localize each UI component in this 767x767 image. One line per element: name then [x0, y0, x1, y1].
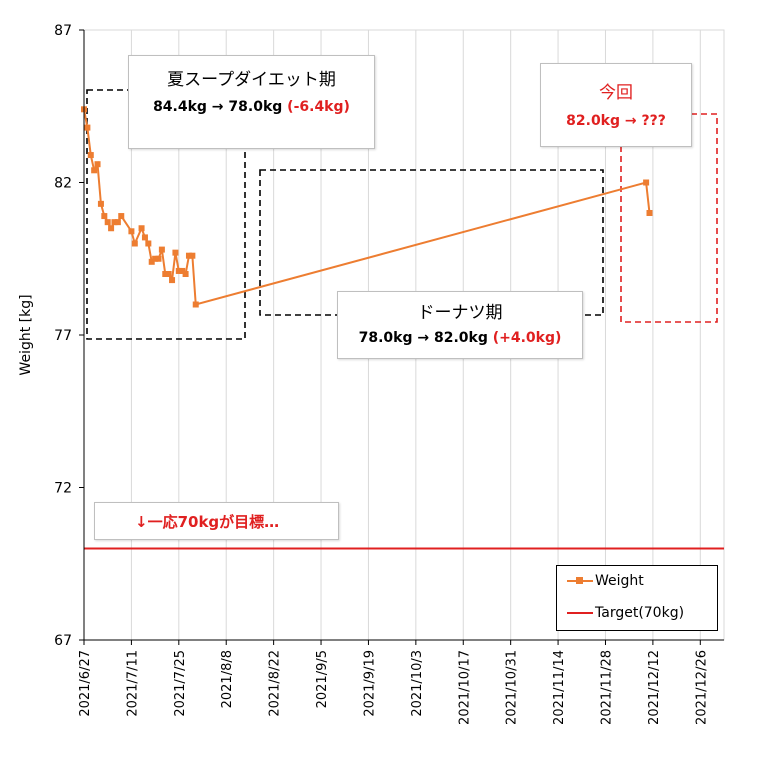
summer-diet-change-values: 84.4kg → 78.0kg [153, 99, 288, 115]
weight-point [94, 161, 101, 168]
legend: Weight Target(70kg) [556, 565, 718, 631]
weight-point [97, 200, 104, 207]
x-tick-label: 2021/7/25 [173, 650, 188, 717]
donut-period-annotation: ドーナツ期 78.0kg → 82.0kg (+4.0kg) [337, 291, 583, 359]
summer-diet-annotation: 夏スープダイエット期 84.4kg → 78.0kg (-6.4kg) [128, 55, 375, 149]
x-tick-label: 2021/10/3 [410, 650, 425, 717]
period-frames [86, 89, 718, 340]
summer-diet-title: 夏スープダイエット期 [167, 70, 336, 90]
weight-point [192, 301, 199, 308]
x-tick-label: 2021/9/5 [315, 650, 330, 708]
weight-point [118, 213, 125, 220]
x-tick-label: 2021/10/31 [505, 650, 520, 725]
donut-period-change-values: 78.0kg → 82.0kg [358, 330, 493, 346]
weight-point [101, 213, 108, 220]
y-tick-label: 72 [54, 481, 72, 497]
weight-point [155, 255, 162, 262]
x-tick-label: 2021/8/22 [268, 650, 283, 717]
series-layer [81, 106, 724, 550]
current-period-frame [620, 113, 718, 323]
weight-point [131, 240, 138, 247]
x-tick-label: 2021/8/8 [220, 650, 235, 708]
legend-target-label: Target(70kg) [595, 605, 685, 621]
current-period-annotation: 今回 82.0kg → ??? [540, 63, 692, 147]
weight-point [114, 219, 121, 226]
x-tick-label: 2021/9/19 [362, 650, 377, 717]
weight-point [128, 228, 135, 235]
weight-point [141, 234, 148, 241]
donut-period-frame [259, 169, 604, 316]
summer-diet-change: 84.4kg → 78.0kg (-6.4kg) [129, 99, 374, 115]
weight-point [169, 277, 176, 284]
y-tick-label: 67 [54, 633, 72, 649]
weight-point [182, 271, 189, 277]
summer-diet-change-delta: (-6.4kg) [287, 99, 350, 115]
weight-point [189, 252, 196, 259]
axes-layer: 2021/6/27 2021/7/11 2021/7/25 2021/8/8 2021/… [54, 23, 724, 725]
x-tick-label: 2021/12/12 [647, 650, 662, 725]
legend-item-weight: Weight [567, 572, 644, 590]
current-period-title: 今回 [599, 83, 633, 103]
legend-item-target: Target(70kg) [567, 604, 684, 622]
y-tick-label: 82 [54, 176, 72, 192]
legend-weight-label: Weight [595, 573, 644, 589]
weight-point [91, 167, 98, 174]
weight-point [643, 179, 650, 186]
weight-point [158, 246, 165, 253]
target-note: ↓一応70kgが目標… [94, 502, 339, 540]
weight-point [138, 225, 145, 232]
weight-point [108, 225, 115, 232]
weight-point [145, 240, 152, 247]
x-tick-label: 2021/11/28 [599, 650, 614, 725]
weight-point [185, 252, 192, 259]
weight-point [165, 271, 172, 277]
y-tick-label: 87 [54, 23, 72, 39]
weight-point [172, 249, 179, 256]
weight-point [152, 255, 159, 262]
x-tick-label: 2021/12/26 [694, 650, 709, 725]
weight-point [87, 152, 94, 159]
weight-point [148, 258, 155, 265]
weight-point [179, 267, 186, 274]
x-tick-label: 2021/7/11 [125, 650, 140, 717]
x-tick-label: 2021/6/27 [78, 650, 93, 717]
weight-point [162, 271, 169, 277]
weight-point [175, 267, 182, 274]
weight-point [104, 219, 111, 226]
donut-period-change: 78.0kg → 82.0kg (+4.0kg) [338, 330, 582, 346]
donut-period-change-delta: (+4.0kg) [492, 330, 562, 346]
y-tick-label: 77 [54, 328, 72, 344]
x-tick-label: 2021/10/17 [457, 650, 472, 725]
legend-target-symbol [567, 604, 593, 622]
legend-weight-symbol [567, 572, 593, 590]
current-period-change: 82.0kg → ??? [566, 113, 666, 129]
x-tick-label: 2021/11/14 [552, 650, 567, 725]
y-axis-label: Weight [kg] [18, 294, 34, 375]
summer-period-frame [86, 89, 246, 340]
donut-period-title: ドーナツ期 [417, 303, 503, 323]
weight-point [111, 219, 118, 226]
weight-point [646, 210, 653, 216]
weight-point [84, 124, 91, 131]
